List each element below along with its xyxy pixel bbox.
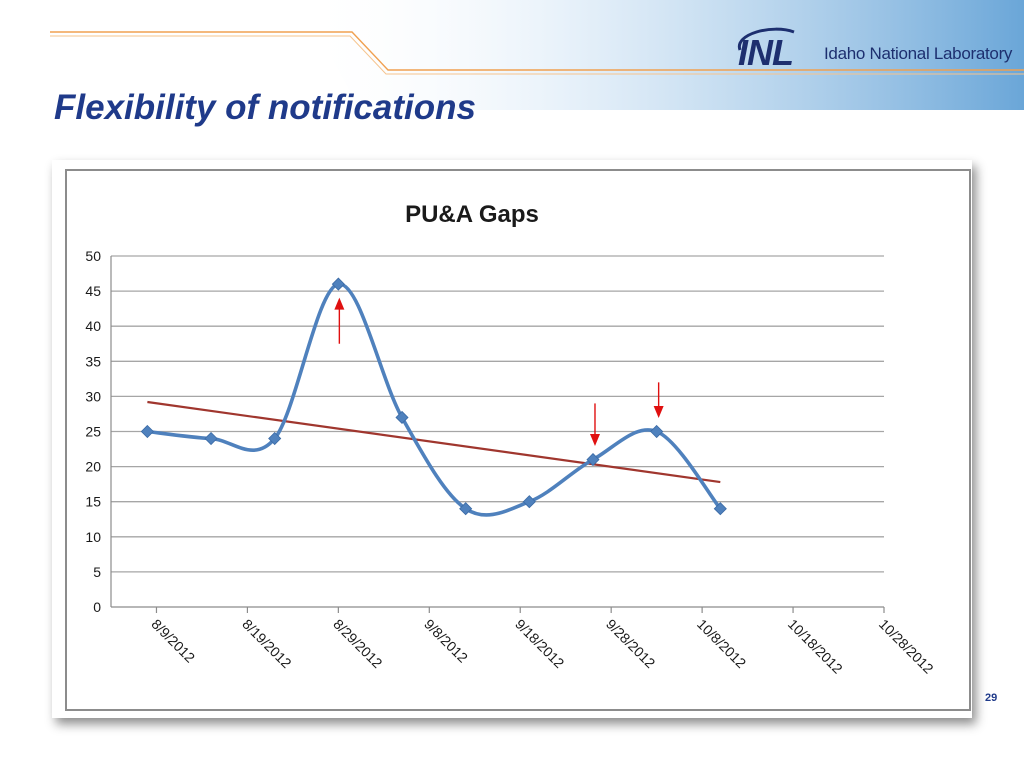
arrowhead-icon: [589, 434, 600, 447]
logo-text: Idaho National Laboratory: [824, 44, 1013, 63]
y-tick-label: 40: [85, 318, 101, 334]
page-title: Flexibility of notifications: [54, 88, 476, 127]
chart-title: PU&A Gaps: [405, 201, 539, 228]
y-tick-label: 25: [85, 424, 101, 440]
trendline-line: [147, 400, 721, 484]
y-tick-label: 45: [85, 283, 101, 299]
y-tick-label: 0: [93, 599, 101, 615]
data-point: [140, 424, 154, 439]
series-line: [147, 282, 722, 517]
page-number: 29: [985, 692, 998, 704]
data-point: [713, 502, 727, 516]
annotations: [334, 297, 664, 447]
y-tick-label: 50: [85, 248, 101, 264]
data-point: [522, 495, 536, 509]
arrowhead-icon: [334, 297, 345, 310]
logo-mark: INL: [738, 32, 794, 73]
data-point: [204, 431, 218, 446]
trendline: [147, 400, 721, 484]
data-point: [395, 410, 409, 425]
data-point: [268, 431, 282, 446]
data-point: [586, 453, 600, 467]
data-point: [331, 277, 345, 291]
y-tick-label: 15: [85, 494, 101, 510]
data-point: [650, 424, 664, 439]
data-series: [140, 277, 727, 517]
chart-container: PU&A Gaps 0 5 10 15 20 25 30 35 40 45 50 8/9/2012 8/…: [52, 160, 972, 718]
logo-swoosh-icon: [738, 27, 795, 51]
gridlines: [111, 255, 884, 573]
y-tick-label: 20: [85, 459, 101, 475]
y-tick-label: 10: [85, 529, 101, 545]
chart-border: [65, 169, 971, 711]
y-tick-label: 5: [93, 564, 101, 580]
data-point: [459, 502, 473, 516]
inl-logo: INL Idaho National Laboratory: [732, 22, 1012, 78]
banner-decoration: [50, 0, 1024, 110]
y-tick-label: 30: [85, 388, 101, 404]
header-banner: [0, 0, 1024, 160]
y-tick-label: 35: [85, 353, 101, 369]
arrowhead-icon: [653, 405, 664, 418]
